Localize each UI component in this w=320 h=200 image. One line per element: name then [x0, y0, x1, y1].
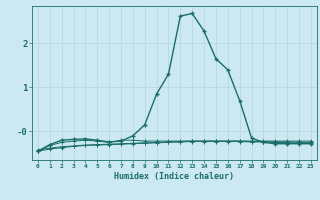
X-axis label: Humidex (Indice chaleur): Humidex (Indice chaleur)	[115, 172, 234, 181]
